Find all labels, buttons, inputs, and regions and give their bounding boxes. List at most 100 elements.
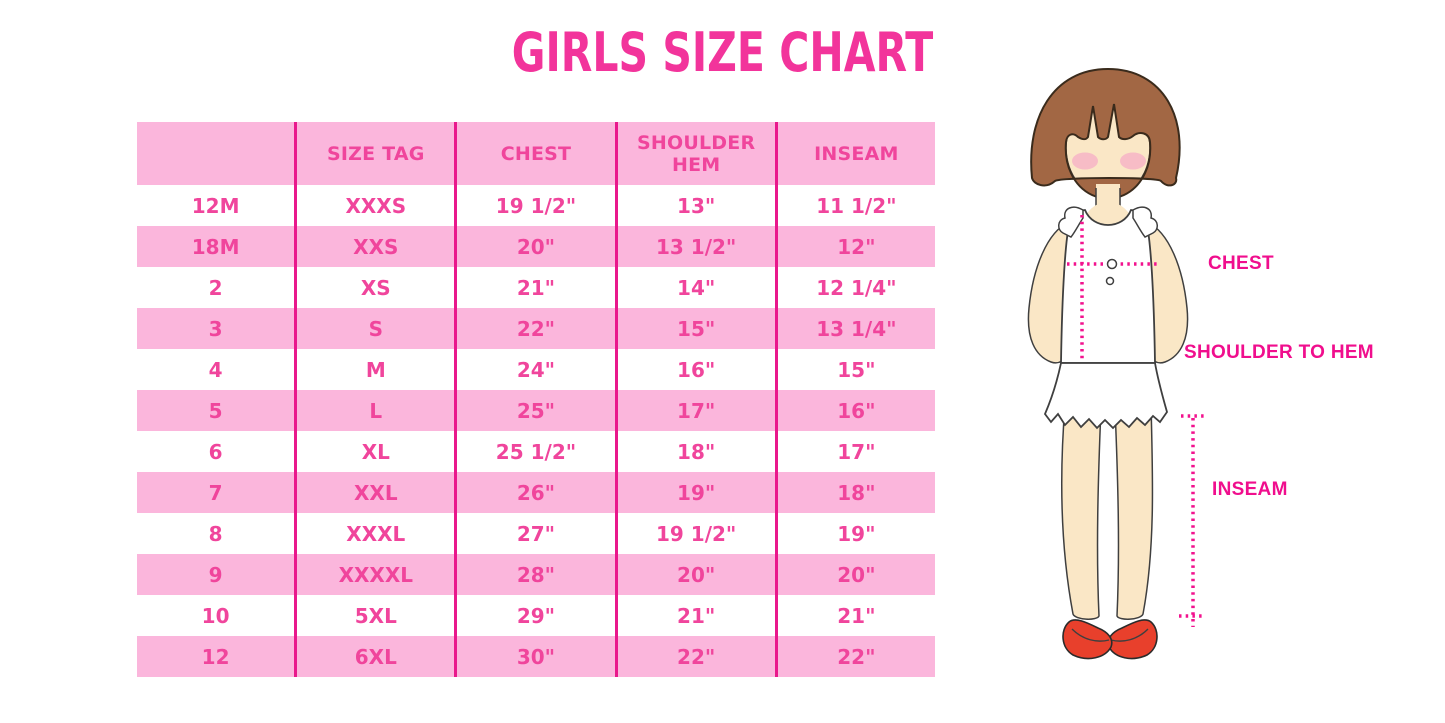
table-row: 12M XXXS 19 1/2" 13" 11 1/2" xyxy=(137,185,935,226)
table-row: 18M XXS 20" 13 1/2" 12" xyxy=(137,226,935,267)
table-row: 8 XXXL 27" 19 1/2" 19" xyxy=(137,513,935,554)
table-cell: 7 xyxy=(137,472,298,513)
table-cell: 17" xyxy=(776,431,935,472)
table-cell: 12 1/4" xyxy=(776,267,935,308)
table-cell: 19 1/2" xyxy=(455,185,618,226)
table-cell: 4 xyxy=(137,349,298,390)
measurement-figure: CHEST SHOULDER TO HEM INSEAM xyxy=(1005,60,1445,705)
table-cell: 8 xyxy=(137,513,298,554)
table-cell: XS xyxy=(295,267,458,308)
skirt xyxy=(1043,362,1168,430)
shoulder-to-hem-measurement-label: SHOULDER TO HEM xyxy=(1184,342,1374,363)
table-cell: 27" xyxy=(455,513,618,554)
table-cell: 13" xyxy=(616,185,778,226)
table-cell: 5 xyxy=(137,390,298,431)
table-cell: 20" xyxy=(776,554,935,595)
table-cell: 19" xyxy=(616,472,778,513)
table-cell: 12M xyxy=(137,185,298,226)
table-cell: 18" xyxy=(776,472,935,513)
table-cell: 6 xyxy=(137,431,298,472)
column-header: CHEST xyxy=(455,122,618,185)
table-cell: 25 1/2" xyxy=(455,431,618,472)
leg-left xyxy=(1060,404,1102,620)
table-cell: S xyxy=(295,308,458,349)
table-cell: 13 1/2" xyxy=(616,226,778,267)
table-row: 3 S 22" 15" 13 1/4" xyxy=(137,308,935,349)
table-cell: 21" xyxy=(616,595,778,636)
table-cell: 12 xyxy=(137,636,298,677)
table-cell: XXXXL xyxy=(295,554,458,595)
column-header: INSEAM xyxy=(776,122,935,185)
table-cell: 21" xyxy=(776,595,935,636)
shoulder-ruffle-left xyxy=(1058,206,1084,238)
table-cell: 22" xyxy=(616,636,778,677)
table-cell: 28" xyxy=(455,554,618,595)
table-cell: 6XL xyxy=(295,636,458,677)
header-row: SIZE TAG CHEST SHOULDER HEM INSEAM xyxy=(137,122,935,185)
blush-right xyxy=(1120,152,1146,170)
table-cell: 12" xyxy=(776,226,935,267)
page-title: GIRLS SIZE CHART xyxy=(511,21,934,84)
table-cell: 15" xyxy=(616,308,778,349)
button-bottom xyxy=(1105,276,1115,286)
column-header: SIZE TAG xyxy=(295,122,458,185)
table-row: 2 XS 21" 14" 12 1/4" xyxy=(137,267,935,308)
table-cell: 26" xyxy=(455,472,618,513)
table-cell: 5XL xyxy=(295,595,458,636)
column-header xyxy=(137,122,298,185)
table-cell: XL xyxy=(295,431,458,472)
size-chart-table: SIZE TAG CHEST SHOULDER HEM INSEAM 12M XXXS 1… xyxy=(137,122,935,677)
table-cell: 13 1/4" xyxy=(776,308,935,349)
table-cell: 15" xyxy=(776,349,935,390)
table-cell: 30" xyxy=(455,636,618,677)
table-cell: 11 1/2" xyxy=(776,185,935,226)
table-cell: 3 xyxy=(137,308,298,349)
button-top xyxy=(1106,258,1118,270)
shoe-left-strap xyxy=(1071,628,1110,642)
table-cell: M xyxy=(295,349,458,390)
shoe-right-strap xyxy=(1110,628,1149,642)
table-cell: 18M xyxy=(137,226,298,267)
table-row: 4 M 24" 16" 15" xyxy=(137,349,935,390)
table-cell: 10 xyxy=(137,595,298,636)
table-cell: 25" xyxy=(455,390,618,431)
table-row: 5 L 25" 17" 16" xyxy=(137,390,935,431)
table-cell: XXL xyxy=(295,472,458,513)
table-row: 9 XXXXL 28" 20" 20" xyxy=(137,554,935,595)
table-cell: 17" xyxy=(616,390,778,431)
table-row: 12 6XL 30" 22" 22" xyxy=(137,636,935,677)
table-row: 10 5XL 29" 21" 21" xyxy=(137,595,935,636)
table-row: 7 XXL 26" 19" 18" xyxy=(137,472,935,513)
shoulder-ruffle-right xyxy=(1132,206,1158,238)
table-cell: 9 xyxy=(137,554,298,595)
table-row: 6 XL 25 1/2" 18" 17" xyxy=(137,431,935,472)
table-cell: 22" xyxy=(455,308,618,349)
table-cell: 20" xyxy=(616,554,778,595)
leg-right xyxy=(1114,404,1154,620)
inseam-measurement-label: INSEAM xyxy=(1212,479,1288,500)
table-cell: 24" xyxy=(455,349,618,390)
table-cell: 18" xyxy=(616,431,778,472)
table-cell: 19" xyxy=(776,513,935,554)
blush-left xyxy=(1072,152,1098,170)
table-cell: XXXS xyxy=(295,185,458,226)
table-cell: 29" xyxy=(455,595,618,636)
table-cell: 21" xyxy=(455,267,618,308)
table-cell: XXS xyxy=(295,226,458,267)
girl-illustration xyxy=(1027,67,1204,660)
table-cell: 22" xyxy=(776,636,935,677)
table-cell: 2 xyxy=(137,267,298,308)
chest-measurement-label: CHEST xyxy=(1208,253,1274,274)
table-cell: 14" xyxy=(616,267,778,308)
table-cell: 20" xyxy=(455,226,618,267)
size-chart-header: SIZE TAG CHEST SHOULDER HEM INSEAM xyxy=(137,122,935,185)
hair xyxy=(1030,67,1181,200)
table-cell: L xyxy=(295,390,458,431)
table-cell: XXXL xyxy=(295,513,458,554)
top-bodice xyxy=(1060,209,1156,364)
table-cell: 16" xyxy=(776,390,935,431)
table-cell: 16" xyxy=(616,349,778,390)
size-chart-body: 12M XXXS 19 1/2" 13" 11 1/2" 18M XXS 20" 13 1/2"… xyxy=(137,185,935,677)
column-header: SHOULDER HEM xyxy=(616,122,778,185)
